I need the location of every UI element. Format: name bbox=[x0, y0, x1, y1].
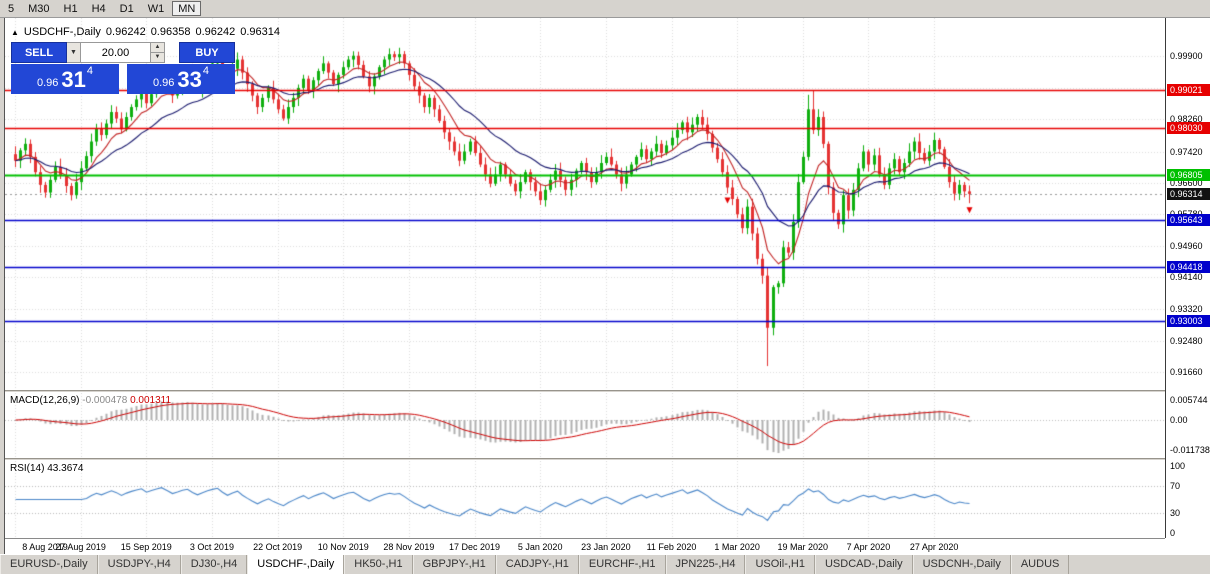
chart-tab-USDCNHDaily[interactable]: USDCNH-,Daily bbox=[912, 555, 1011, 574]
chart-tab-USOilH1[interactable]: USOil-,H1 bbox=[745, 555, 815, 574]
timeframe-button-M30[interactable]: M30 bbox=[28, 3, 50, 15]
sell-price-small: 0.96 bbox=[36, 77, 59, 89]
macd-pane-canvas[interactable] bbox=[5, 393, 1165, 458]
chart-tab-GBPJPYH1[interactable]: GBPJPY-,H1 bbox=[412, 555, 496, 574]
ohlc-low: 0.96242 bbox=[195, 26, 236, 38]
price-tag-0.99021: 0.99021 bbox=[1167, 84, 1210, 96]
price-axis-label: 0.92480 bbox=[1170, 336, 1203, 346]
price-axis-label: 0.96600 bbox=[1170, 178, 1203, 188]
timeframe-button-H4[interactable]: H4 bbox=[91, 3, 106, 15]
chart-tab-EURUSDDaily[interactable]: EURUSD-,Daily bbox=[0, 555, 98, 574]
chart-tab-AUDUS[interactable]: AUDUS bbox=[1010, 555, 1070, 574]
price-tag-0.93003: 0.93003 bbox=[1167, 315, 1210, 327]
time-axis-label: 7 Apr 2020 bbox=[846, 542, 891, 552]
timeframe-button-MN[interactable]: MN bbox=[172, 1, 202, 16]
rsi-title: RSI(14) bbox=[10, 463, 45, 474]
volume-dropdown-button[interactable]: ▼ bbox=[67, 42, 81, 63]
chart-tab-USDCHFDaily[interactable]: USDCHF-,Daily bbox=[247, 555, 345, 574]
ohlc-high: 0.96358 bbox=[150, 26, 191, 38]
price-axis-label: 0.99900 bbox=[1170, 51, 1203, 61]
macd-axis-label: -0.011738 bbox=[1170, 445, 1210, 455]
volume-spin-up-icon[interactable]: ▲ bbox=[151, 43, 164, 52]
time-axis-label: 3 Oct 2019 bbox=[189, 542, 234, 552]
chart-tab-JPN225H4[interactable]: JPN225-,H4 bbox=[665, 555, 746, 574]
chart-tab-HK50H1[interactable]: HK50-,H1 bbox=[344, 555, 413, 574]
sell-price-sup: 4 bbox=[86, 65, 94, 77]
price-axis-label: 0.93320 bbox=[1170, 304, 1203, 314]
time-axis-label: 23 Jan 2020 bbox=[581, 542, 631, 552]
chart-tab-USDJPYH4[interactable]: USDJPY-,H4 bbox=[97, 555, 181, 574]
buy-price-big: 33 bbox=[177, 67, 202, 92]
timeframe-toolbar: 5 M30 H1 H4 D1 W1 MN bbox=[0, 0, 1210, 18]
price-tag-0.94418: 0.94418 bbox=[1167, 261, 1210, 273]
chart-tab-CADJPYH1[interactable]: CADJPY-,H1 bbox=[495, 555, 579, 574]
price-tag-0.95643: 0.95643 bbox=[1167, 214, 1210, 226]
time-axis[interactable]: 8 Aug 2019 27 Aug 2019 15 Sep 2019 3 Oct 20… bbox=[5, 538, 1165, 554]
ohlc-open: 0.96242 bbox=[105, 26, 146, 38]
timeframe-button-H1[interactable]: H1 bbox=[63, 3, 78, 15]
rsi-axis-label: 70 bbox=[1170, 481, 1181, 491]
timeframe-button-D1[interactable]: D1 bbox=[119, 3, 134, 15]
macd-header: MACD(12,26,9) -0.000478 0.001311 bbox=[10, 395, 171, 406]
time-axis-label: 22 Oct 2019 bbox=[253, 542, 303, 552]
time-axis-label: 15 Sep 2019 bbox=[120, 542, 172, 552]
price-tag-0.98030: 0.98030 bbox=[1167, 122, 1210, 134]
volume-stepper: ▲ ▼ bbox=[151, 42, 165, 63]
rsi-axis-label: 30 bbox=[1170, 508, 1181, 518]
sell-button[interactable]: SELL bbox=[11, 42, 67, 63]
chart-tab-DJ30H4[interactable]: DJ30-,H4 bbox=[180, 555, 248, 574]
time-axis-label: 28 Nov 2019 bbox=[383, 542, 435, 552]
price-axis-label: 0.91660 bbox=[1170, 367, 1203, 377]
time-axis-label: 27 Aug 2019 bbox=[55, 542, 106, 552]
symbol-marker-icon: ▲ bbox=[11, 27, 19, 37]
one-click-trading-panel: SELL ▼ ▲ ▼ BUY 0.96 31 4 0.96 33 4 bbox=[11, 42, 235, 94]
time-axis-label: 8 Aug 2019 bbox=[22, 542, 68, 552]
price-axis[interactable]: 0.999000.982600.974200.966000.957800.949… bbox=[1165, 18, 1210, 538]
chart-frame: ▲ USDCHF-,Daily 0.96242 0.96358 0.96242 … bbox=[4, 18, 1210, 554]
macd-axis-label: 0.005744 bbox=[1170, 395, 1208, 405]
timeframe-button-W1[interactable]: W1 bbox=[147, 3, 165, 15]
macd-main-value: -0.000478 bbox=[82, 395, 128, 406]
volume-input[interactable] bbox=[81, 42, 151, 63]
time-axis-label: 1 Mar 2020 bbox=[714, 542, 760, 552]
macd-title: MACD(12,26,9) bbox=[10, 395, 80, 406]
macd-axis-label: 0.00 bbox=[1170, 415, 1188, 425]
buy-price-display[interactable]: 0.96 33 4 bbox=[127, 64, 235, 94]
rsi-axis-label: 100 bbox=[1170, 461, 1186, 471]
ohlc-header: ▲ USDCHF-,Daily 0.96242 0.96358 0.96242 … bbox=[11, 26, 280, 38]
chart-tab-USDCADDaily[interactable]: USDCAD-,Daily bbox=[814, 555, 913, 574]
pane-splitter-macd[interactable] bbox=[5, 390, 1210, 393]
time-axis-label: 10 Nov 2019 bbox=[317, 542, 369, 552]
rsi-pane-canvas[interactable] bbox=[5, 461, 1165, 538]
pane-splitter-rsi[interactable] bbox=[5, 458, 1210, 461]
time-axis-label: 5 Jan 2020 bbox=[517, 542, 563, 552]
price-axis-label: 0.94140 bbox=[1170, 272, 1203, 282]
macd-signal-value: 0.001311 bbox=[130, 395, 172, 406]
sell-price-big: 31 bbox=[61, 67, 86, 92]
buy-price-small: 0.96 bbox=[152, 77, 175, 89]
price-tag-0.96805: 0.96805 bbox=[1167, 169, 1210, 181]
rsi-header: RSI(14) 43.3674 bbox=[10, 463, 83, 474]
time-axis-label: 11 Feb 2020 bbox=[646, 542, 697, 552]
price-axis-label: 0.98260 bbox=[1170, 114, 1203, 124]
time-axis-label: 17 Dec 2019 bbox=[449, 542, 501, 552]
ohlc-close: 0.96314 bbox=[240, 26, 280, 38]
timeframe-button-5[interactable]: 5 bbox=[8, 3, 15, 15]
price-axis-label: 0.97420 bbox=[1170, 147, 1203, 157]
rsi-value: 43.3674 bbox=[47, 463, 84, 474]
time-axis-label: 27 Apr 2020 bbox=[909, 542, 959, 552]
buy-button[interactable]: BUY bbox=[179, 42, 235, 63]
time-axis-label: 19 Mar 2020 bbox=[777, 542, 829, 552]
price-axis-label: 0.94960 bbox=[1170, 241, 1203, 251]
chart-symbol-label: USDCHF-,Daily bbox=[23, 26, 101, 38]
rsi-axis-label: 0 bbox=[1170, 528, 1176, 538]
sell-price-display[interactable]: 0.96 31 4 bbox=[11, 64, 119, 94]
current-price-tag: 0.96314 bbox=[1167, 188, 1210, 200]
chart-tab-EURCHFH1[interactable]: EURCHF-,H1 bbox=[578, 555, 666, 574]
chart-tabs-bar: EURUSD-,Daily USDJPY-,H4 DJ30-,H4 USDCHF-,D… bbox=[0, 554, 1210, 574]
buy-price-sup: 4 bbox=[202, 65, 210, 77]
volume-spin-down-icon[interactable]: ▼ bbox=[151, 52, 164, 62]
